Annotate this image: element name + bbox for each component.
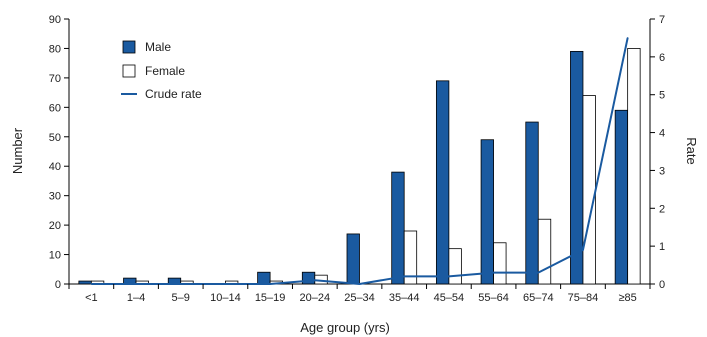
y-left-tick-label: 0 [55,279,61,291]
x-tick-label: 75–84 [568,292,599,304]
y-left-tick-label: 40 [49,161,61,173]
point-crude-rate [448,275,450,278]
bar-male [391,171,405,285]
x-tick-label: 1–4 [127,292,145,304]
y-left-tick-label: 60 [49,102,61,114]
y-right-tick-label: 3 [659,165,665,177]
point-crude-rate [537,271,540,274]
x-tick-label: 55–64 [478,292,509,304]
point-crude-rate [269,283,271,285]
legend-label-male: Male [145,40,171,54]
y-right-tick-label: 0 [659,279,665,291]
y-axis-title-left: Number [10,127,25,174]
point-crude-rate [492,271,495,274]
point-crude-rate [90,283,93,285]
y-left-tick-label: 70 [49,73,61,85]
y-right-tick-label: 1 [659,241,665,253]
point-crude-rate [224,283,227,285]
bar-female [582,95,596,285]
y-left-tick-label: 80 [49,43,61,55]
y-left-tick-label: 50 [49,132,61,144]
legend-swatch-male [122,40,136,54]
point-crude-rate [582,249,584,251]
x-tick-label: 10–14 [210,292,241,304]
legend-label-female: Female [145,64,185,78]
x-tick-label: 20–24 [300,292,331,304]
y-right-tick-label: 6 [659,52,665,64]
bar-male [301,271,316,285]
y-right-tick-label: 7 [659,14,665,26]
x-tick-label: 65–74 [523,292,554,304]
bar-female [403,230,418,285]
y-right-tick-label: 5 [659,90,665,102]
point-crude-rate [314,279,316,282]
y-left-tick-label: 20 [49,220,61,232]
x-tick-label: 45–54 [434,292,465,304]
point-crude-rate [626,37,629,39]
bar-female [537,218,552,285]
x-tick-label: <1 [85,292,98,304]
bar-male [525,121,539,285]
x-tick-label: 15–19 [255,292,286,304]
bar-male [570,50,584,285]
x-tick-label: 25–34 [344,292,375,304]
x-tick-label: 5–9 [172,292,190,304]
bar-male [78,280,92,285]
x-tick-label: ≥85 [619,292,637,304]
y-left-tick-label: 30 [49,191,61,203]
legend-label-crude-rate: Crude rate [145,87,202,101]
point-crude-rate [403,275,405,278]
bar-male [614,109,629,285]
bar-male [480,139,494,285]
bar-male [435,80,450,285]
point-crude-rate [135,283,137,285]
x-tick-label: 35–44 [389,292,420,304]
y-right-tick-label: 2 [659,203,665,215]
point-crude-rate [358,283,361,285]
y-right-tick-label: 4 [659,128,665,140]
bar-male [346,233,360,285]
bar-male [257,271,271,285]
y-left-tick-label: 90 [49,14,61,26]
x-axis-title: Age group (yrs) [300,320,390,335]
bar-female [448,248,462,285]
y-left-tick-label: 10 [49,250,61,262]
point-crude-rate [179,283,182,285]
legend-swatch-female [122,64,136,78]
bar-female [627,48,641,285]
y-axis-title-right: Rate [684,137,699,164]
bar-female [493,242,507,285]
